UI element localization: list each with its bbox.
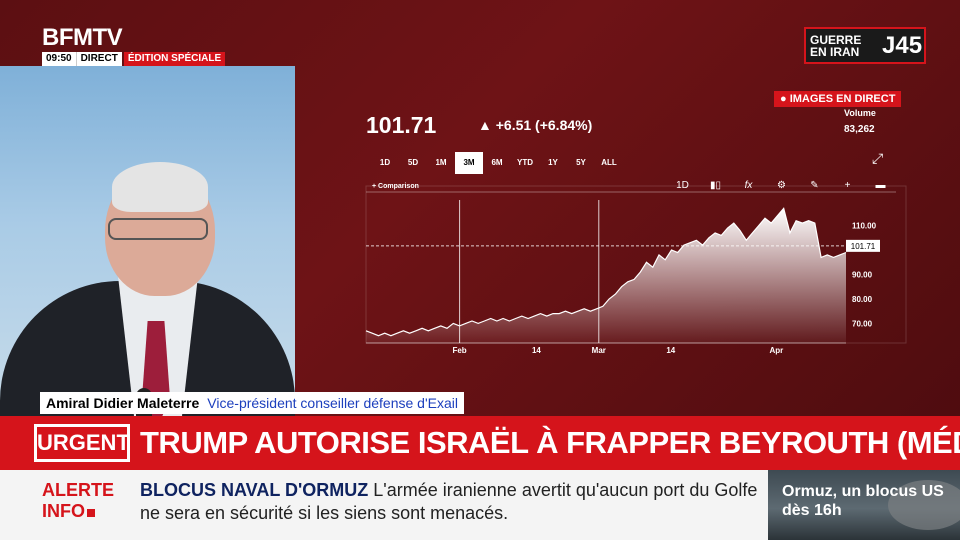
guest-name: Amiral Didier Maleterre [46, 395, 200, 411]
volume-value: 83,262 [844, 124, 875, 135]
x-tick-label: Apr [770, 346, 784, 355]
crosshair-icon[interactable]: + [844, 180, 851, 191]
range-all[interactable]: ALL [601, 158, 617, 167]
range-selector: 1D 5D 1M 3M 6M YTD 1Y 5Y ALL [371, 152, 623, 174]
ticker-body: L'armée iranienne avertit qu'aucun port … [140, 480, 758, 523]
ticker-text: BLOCUS NAVAL D'ORMUZ L'armée iranienne a… [140, 479, 760, 525]
pencil-icon[interactable]: ✎ [810, 180, 819, 191]
chart-toolbar: 1D ▮▯ fx ⚙ ✎ + ▬ [666, 180, 897, 191]
range-ytd[interactable]: YTD [517, 158, 533, 167]
promo-text: Ormuz, un blocus US dès 16h [782, 483, 944, 519]
price-area-chart: 101.71 70.00 80.00 90.00 110.00 Feb 14 Mar 14 Apr [365, 185, 907, 355]
edition-label: ÉDITION SPÉCIALE [123, 52, 226, 66]
war-badge-day: J45 [882, 31, 923, 59]
promo-thumbnail: Ormuz, un blocus US dès 16h [768, 470, 960, 540]
quote-price: 101.71 [366, 112, 437, 138]
y-tick-label: 70.00 [852, 319, 873, 328]
comparison-button[interactable]: + Comparison [372, 183, 419, 190]
live-images-badge: ● IMAGES EN DIRECT [774, 91, 902, 107]
y-tick-label: 110.00 [852, 222, 877, 231]
range-6m[interactable]: 6M [491, 158, 503, 167]
clock: 09:50 [42, 52, 76, 66]
chart-area [365, 207, 847, 343]
war-day-badge: GUERRE EN IRAN J45 [804, 27, 926, 64]
range-3m[interactable]: 3M [455, 152, 483, 174]
alert-dot-icon [87, 509, 95, 517]
range-1y[interactable]: 1Y [548, 158, 558, 167]
news-ticker: ALERTE INFO BLOCUS NAVAL D'ORMUZ L'armée… [0, 470, 768, 540]
comment-icon[interactable]: ▬ [875, 180, 886, 191]
range-5d[interactable]: 5D [407, 158, 419, 167]
alert-label-line1: ALERTE [42, 480, 114, 500]
x-tick-label: Mar [592, 346, 606, 355]
urgent-headline: TRUMP AUTORISE ISRAËL À FRAPPER BEYROUTH… [140, 425, 960, 460]
expand-icon[interactable]: ⤢ [872, 150, 884, 166]
price-line [365, 207, 847, 337]
current-price-label: 101.71 [851, 242, 876, 251]
guest-role: Vice-président conseiller défense d'Exai… [207, 395, 458, 411]
interval-button[interactable]: 1D [676, 180, 689, 191]
chart-axes: 101.71 70.00 80.00 90.00 110.00 Feb 14 Mar 14 Apr [366, 222, 880, 355]
gear-icon[interactable]: ⚙ [777, 180, 786, 191]
x-tick-label: 14 [532, 346, 541, 355]
range-1m[interactable]: 1M [435, 158, 447, 167]
war-badge-text: GUERRE EN IRAN [810, 32, 862, 59]
fx-icon[interactable]: fx [744, 180, 753, 191]
range-5y[interactable]: 5Y [576, 158, 586, 167]
volume-label: Volume [844, 108, 876, 118]
guest-camera-feed [0, 66, 295, 416]
current-price-tag [846, 239, 880, 252]
candles-icon[interactable]: ▮▯ [709, 180, 721, 191]
price-area [366, 208, 846, 343]
live-label: DIRECT [75, 52, 122, 66]
guest-name-strap: Amiral Didier Maleterre Vice-président c… [40, 392, 464, 414]
x-tick-label: Feb [452, 346, 466, 355]
alert-label-line2: INFO [42, 501, 85, 521]
urgent-label: URGENT [34, 424, 130, 462]
stock-chart-panel: 101.71 ▲ +6.51 (+6.84%) Volume 83,262 ⤢ … [296, 66, 960, 416]
guest-hair [112, 162, 208, 212]
smoke-image [888, 480, 960, 530]
guest-glasses [108, 218, 208, 240]
y-tick-label: 90.00 [852, 271, 873, 280]
range-1d[interactable]: 1D [379, 158, 391, 167]
x-tick-label: 14 [666, 346, 675, 355]
alert-info-label: ALERTE INFO [42, 480, 114, 522]
y-tick-label: 80.00 [852, 295, 873, 304]
channel-logo: BFMTV [42, 24, 123, 51]
ticker-keyword: BLOCUS NAVAL D'ORMUZ [140, 480, 369, 500]
urgent-banner: URGENT TRUMP AUTORISE ISRAËL À FRAPPER B… [0, 416, 960, 470]
quote-change: ▲ +6.51 (+6.84%) [478, 117, 593, 133]
channel-status-bar: 09:50 DIRECT ÉDITION SPÉCIALE [42, 52, 226, 66]
